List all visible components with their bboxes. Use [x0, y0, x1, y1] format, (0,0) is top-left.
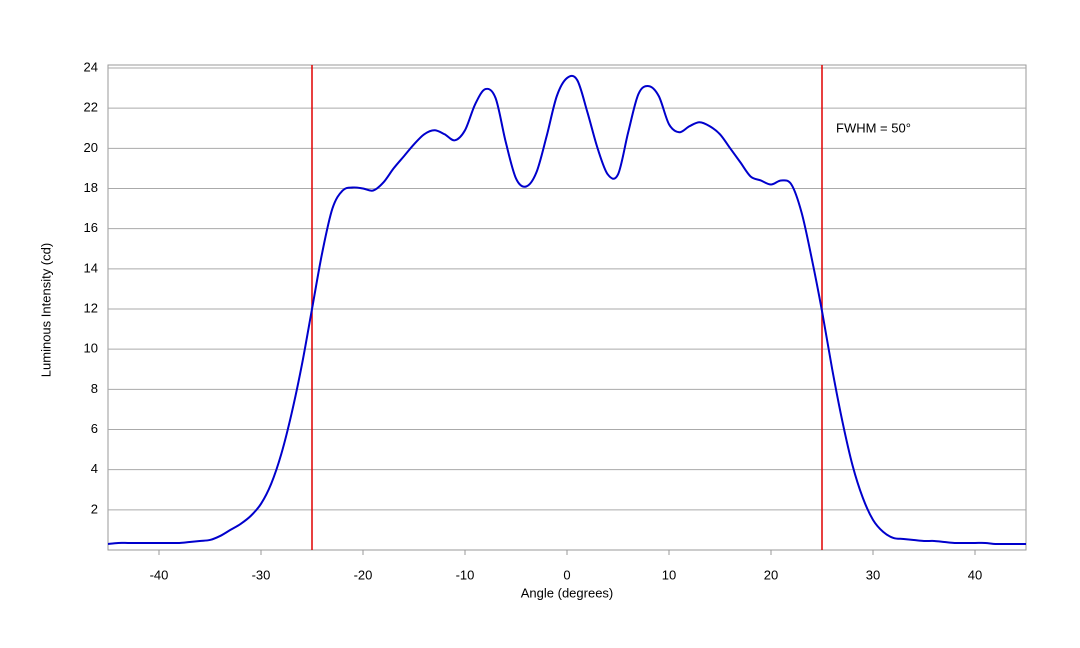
x-tick-label: -40 — [150, 567, 169, 582]
data-line — [107, 74, 1026, 546]
x-tick-label: -30 — [252, 567, 271, 582]
y-tick-label: 6 — [91, 421, 98, 436]
y-tick-label: 16 — [84, 220, 98, 235]
y-tick-label: 18 — [84, 180, 98, 195]
y-tick-label: 10 — [84, 341, 98, 356]
y-tick-label: 14 — [84, 260, 98, 275]
y-tick-label: 12 — [84, 300, 98, 315]
y-axis-label: Luminous Intensity (cd) — [38, 243, 53, 377]
x-tick-label: 0 — [563, 567, 570, 582]
x-tick-label: -10 — [456, 567, 475, 582]
x-tick-label: 30 — [866, 567, 880, 582]
y-tick-label: 2 — [91, 501, 98, 516]
annotation: FWHM = 50° — [836, 120, 911, 135]
y-tick-label: 20 — [84, 140, 98, 155]
x-tick-label: 20 — [764, 567, 778, 582]
y-tick-label: 4 — [91, 461, 98, 476]
y-tick-label: 22 — [84, 100, 98, 115]
plot-area — [107, 64, 1027, 551]
x-tick-label: 40 — [968, 567, 982, 582]
y-tick-label: 8 — [91, 381, 98, 396]
y-tick-label: 24 — [84, 59, 98, 74]
x-tick-label: 10 — [662, 567, 676, 582]
x-axis-label: Angle (degrees) — [521, 585, 614, 600]
x-tick-label: -20 — [354, 567, 373, 582]
